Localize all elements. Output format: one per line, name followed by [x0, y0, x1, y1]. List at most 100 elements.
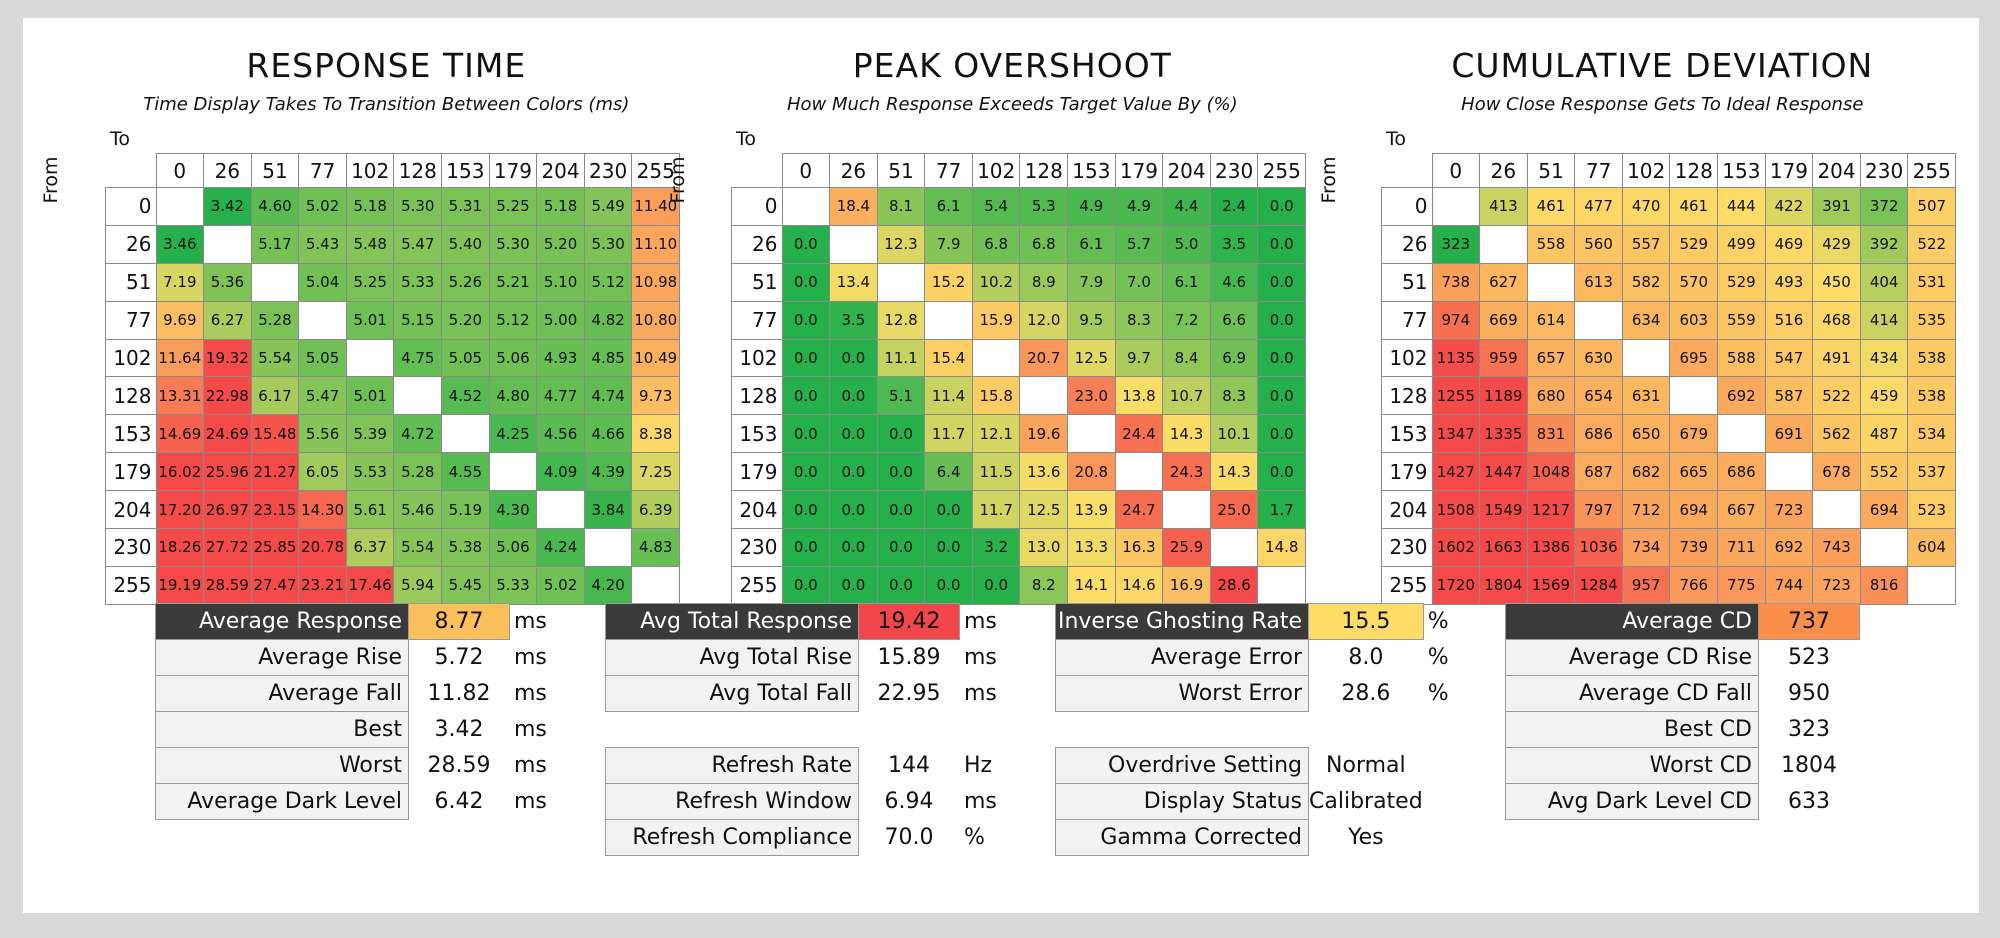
to-level-label: 102: [1621, 153, 1671, 188]
heatmap-cell: [1479, 224, 1528, 264]
heatmap-cell: 5.05: [441, 338, 490, 378]
heatmap-row: 102 1135 959 657 630 695 588 547 491 434 538: [1381, 338, 1957, 378]
stat-value: 22.95: [877, 681, 941, 706]
stat-value: 15.89: [877, 645, 941, 670]
stat-label: Refresh Compliance: [605, 819, 859, 856]
heatmap-cell: 1.7: [1257, 490, 1307, 530]
heatmap-cell: 558: [1526, 224, 1576, 264]
stat-label: Avg Total Fall: [605, 675, 859, 712]
to-level-label: 51: [1526, 153, 1576, 188]
heatmap-cell: 4.56: [536, 414, 585, 454]
to-level-label: 128: [393, 153, 443, 188]
heatmap-cell: 5.33: [393, 262, 443, 302]
heatmap-cell: 19.19: [155, 565, 205, 605]
heatmap-row: 204 1508 1549 1217 797 712 694 667 723 694 523: [1381, 490, 1957, 530]
heatmap-cell: 582: [1621, 262, 1671, 302]
to-level-label: 230: [1859, 153, 1909, 188]
heatmap-cell: 723: [1764, 490, 1814, 530]
stats-row: Avg Total Rise 15.89 ms: [605, 639, 1005, 676]
heatmap-row: 0 3.42 4.60 5.02 5.18 5.30 5.31 5.25 5.18 5.49 11.…: [105, 187, 681, 226]
heatmap-cell: 0.0: [1257, 224, 1307, 264]
heatmap-cell: 10.1: [1209, 414, 1259, 454]
heatmap-cell: 0.0: [971, 565, 1021, 605]
heatmap-cell: 691: [1764, 414, 1814, 454]
heatmap-cell: 15.48: [250, 414, 300, 454]
stat-value: 5.72: [434, 645, 484, 670]
heatmap-cell: 5.12: [583, 262, 633, 302]
stat-unit: [1423, 820, 1468, 856]
stat-unit: ms: [514, 717, 547, 742]
heatmap-cell: 614: [1526, 300, 1576, 340]
stats-table: Avg Total Response 19.42 ms Avg Total Rise 1…: [605, 603, 1004, 856]
heatmap-cell: 0.0: [1257, 300, 1307, 340]
heatmap-cell: 1804: [1479, 565, 1528, 605]
heatmap-row: 153 1347 1335 831 686 650 679 691 562 487 534: [1381, 414, 1957, 454]
stat-unit: %: [1427, 645, 1449, 670]
heatmap-cell: 14.69: [155, 414, 205, 454]
heatmap-cell: 5.25: [488, 187, 538, 226]
to-level-label: 26: [203, 153, 252, 188]
to-level-label: 153: [1067, 153, 1116, 188]
from-level-label: 230: [731, 528, 783, 567]
heatmap-cell: 695: [1669, 338, 1719, 378]
heatmap-cell: 739: [1669, 528, 1719, 567]
heatmap-row: 128 13.31 22.98 6.17 5.47 5.01 4.52 4.80 4.77 4.7…: [105, 376, 681, 416]
heatmap-cell: 4.25: [488, 414, 538, 454]
heatmap-cell: [1431, 187, 1481, 226]
heatmap-cell: 7.19: [155, 262, 205, 302]
heatmap-cell: [155, 187, 205, 226]
stat-value: 6.94: [884, 789, 934, 814]
stat-label: Average Error: [1055, 639, 1309, 676]
heatmap-cell: 723: [1812, 565, 1861, 605]
heatmap-cell: 5.19: [441, 490, 490, 530]
heatmap-cell: 4.24: [536, 528, 585, 567]
stats-table: Average Response 8.77 ms Average Rise 5.72 ms…: [155, 603, 555, 820]
heatmap-cell: 16.3: [1114, 528, 1164, 567]
heatmap-cell: 12.1: [971, 414, 1021, 454]
heatmap-cell: [631, 565, 681, 605]
heatmap-cell: 21.27: [250, 452, 300, 492]
stats-spacer: [606, 712, 1005, 748]
heatmap-cell: [1621, 338, 1671, 378]
heatmap-cell: 529: [1717, 262, 1766, 302]
heatmap-cell: 4.9: [1067, 187, 1116, 226]
stat-label: Avg Dark Level CD: [1505, 783, 1759, 820]
heatmap-cell: 24.69: [203, 414, 252, 454]
stat-value: 523: [1788, 645, 1830, 670]
heatmap-cell: 5.49: [583, 187, 633, 226]
heatmap-cell: 26.97: [203, 490, 252, 530]
heatmap-cell: 23.21: [298, 565, 347, 605]
to-level-label: 77: [924, 153, 973, 188]
heatmap-cell: 11.64: [155, 338, 205, 378]
heatmap-cell: [1209, 528, 1259, 567]
heatmap-row: 128 0.0 0.0 5.1 11.4 15.8 23.0 13.8 10.7 8.3 0.0: [731, 376, 1307, 416]
heatmap-cell: 3.46: [155, 224, 205, 264]
heatmap-cell: 11.5: [971, 452, 1021, 492]
from-level-label: 0: [731, 187, 783, 226]
heatmap-cell: 16.02: [155, 452, 205, 492]
heatmap-cell: 4.80: [488, 376, 538, 416]
from-level-label: 179: [731, 452, 783, 492]
stat-value: 15.5: [1308, 603, 1424, 640]
heatmap-cell: 631: [1621, 376, 1671, 416]
heatmap-corner: [106, 154, 157, 188]
heatmap-cell: 0.0: [876, 414, 926, 454]
chart-title: RESPONSE TIME: [246, 46, 527, 85]
to-level-label: 230: [1209, 153, 1259, 188]
heatmap-cell: 13.0: [1019, 528, 1069, 567]
heatmap-cell: 522: [1812, 376, 1861, 416]
heatmap-cell: 10.49: [631, 338, 681, 378]
stat-unit: ms: [514, 609, 547, 634]
heatmap-row: 26 0.0 12.3 7.9 6.8 6.8 6.1 5.7 5.0 3.5 0.0: [731, 224, 1307, 264]
to-level-label: 102: [345, 153, 395, 188]
heatmap-cell: [1019, 376, 1069, 416]
heatmap-cell: 557: [1621, 224, 1671, 264]
stat-label: Average CD: [1505, 603, 1759, 640]
heatmap-cell: 7.9: [1067, 262, 1116, 302]
to-level-label: 77: [1574, 153, 1623, 188]
heatmap-cell: 5.20: [536, 224, 585, 264]
heatmap-cell: 711: [1717, 528, 1766, 567]
heatmap-cell: 4.09: [536, 452, 585, 492]
heatmap-cell: 0.0: [829, 565, 878, 605]
heatmap-row: 153 0.0 0.0 0.0 11.7 12.1 19.6 24.4 14.3 10.1 0.0: [731, 414, 1307, 454]
